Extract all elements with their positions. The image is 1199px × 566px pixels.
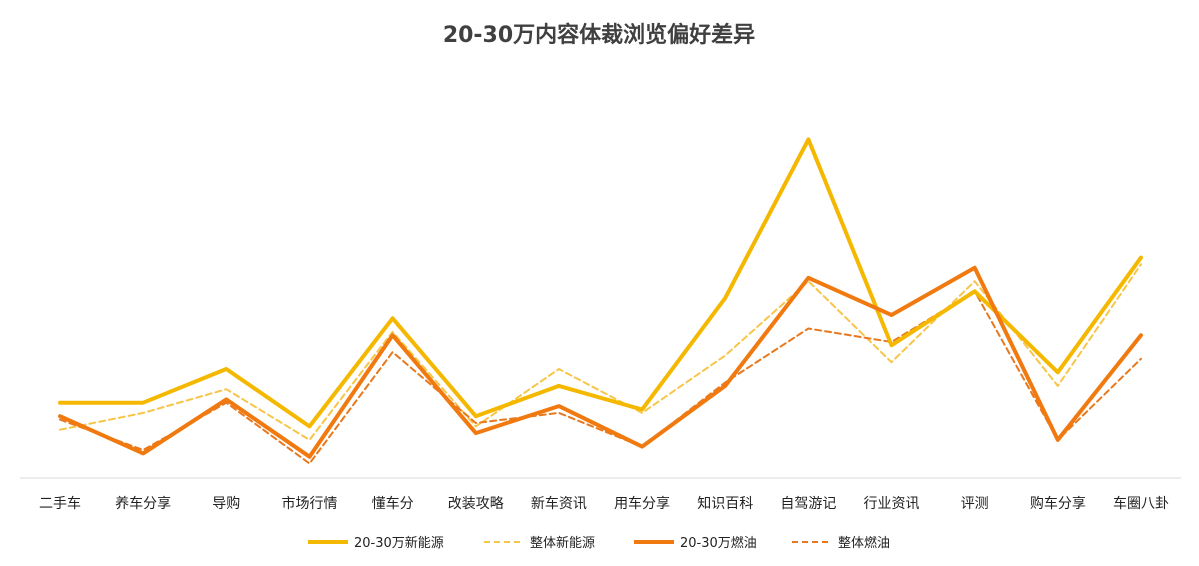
legend-label: 20-30万新能源 <box>354 535 444 551</box>
x-tick-label: 购车分享 <box>1030 495 1086 512</box>
legend-label: 整体燃油 <box>838 535 890 551</box>
x-tick-label: 知识百科 <box>697 495 753 512</box>
x-tick-label: 养车分享 <box>115 495 171 512</box>
x-tick-label: 评测 <box>961 496 989 512</box>
x-tick-label: 行业资讯 <box>864 496 920 512</box>
series-line <box>58 265 1143 459</box>
x-tick-label: 用车分享 <box>614 495 670 512</box>
x-axis: 二手车 养车分享 导购 市场行情 懂车分 改装攻略 新车资讯 用车分享 知识百科 自驾游记 行业资讯… <box>20 477 1181 512</box>
series-line <box>59 263 1142 441</box>
legend-label: 整体新能源 <box>530 535 595 551</box>
x-tick-label: 二手车 <box>39 495 81 512</box>
series-line <box>58 137 1143 429</box>
x-tick-label: 导购 <box>212 496 240 512</box>
x-tick-label: 车圈八卦 <box>1113 495 1169 512</box>
x-tick-label: 改装攻略 <box>448 496 504 512</box>
plot-area <box>58 137 1143 465</box>
x-tick-label: 自驾游记 <box>780 496 836 512</box>
x-tick-label: 市场行情 <box>281 495 337 512</box>
chart-title: 20-30万内容体裁浏览偏好差异 <box>443 22 755 48</box>
x-tick-label: 懂车分 <box>372 495 414 512</box>
series-line <box>59 290 1142 465</box>
legend-label: 20-30万燃油 <box>680 535 757 551</box>
x-tick-label: 新车资讯 <box>531 495 587 512</box>
legend: 20-30万新能源 整体新能源 20-30万燃油 整体燃油 <box>308 535 890 551</box>
